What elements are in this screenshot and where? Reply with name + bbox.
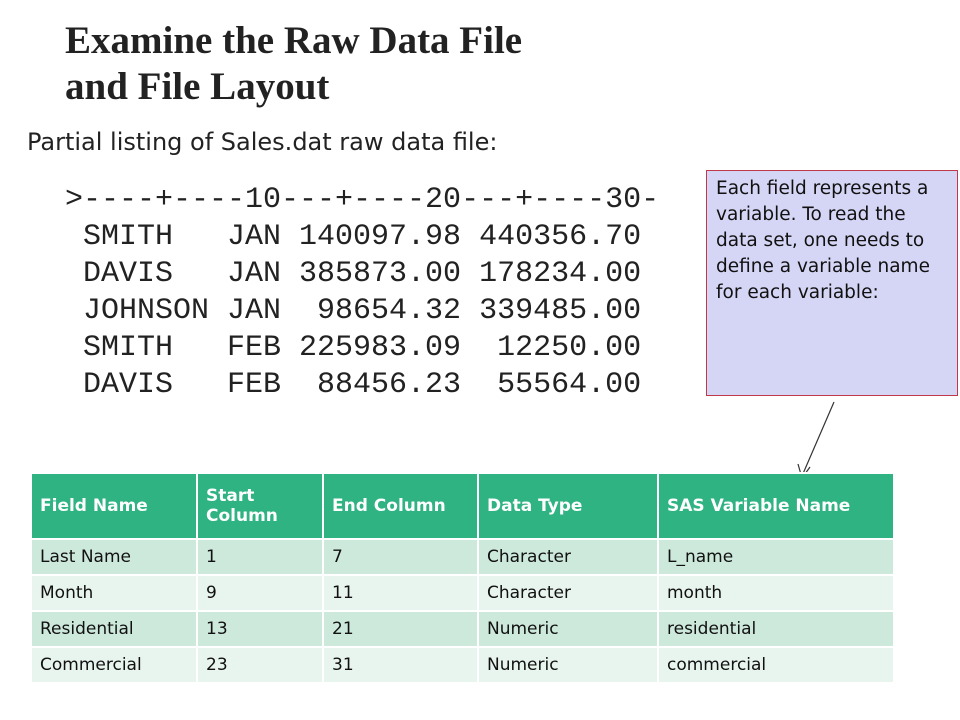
title-line: Examine the Raw Data File [65, 19, 523, 62]
table-cell: residential [657, 610, 895, 648]
listing-line: >----+----10---+----20---+----30- [65, 183, 660, 217]
table-cell: 23 [196, 646, 324, 684]
table-cell: 1 [196, 538, 324, 576]
table-cell: 31 [322, 646, 479, 684]
table-row: Last Name 1 7 Character L_name [30, 538, 895, 576]
header-cell: Field Name [30, 472, 198, 540]
listing-line: SMITH FEB 225983.09 12250.00 [65, 331, 642, 365]
callout: Each field represents a variable. To rea… [706, 170, 958, 396]
table-row: Commercial 23 31 Numeric commercial [30, 646, 895, 684]
table-cell: Commercial [30, 646, 198, 684]
table-cell: commercial [657, 646, 895, 684]
table-cell: Month [30, 574, 198, 612]
title: Examine the Raw Data File and File Layout [65, 18, 522, 110]
table-row: Month 9 11 Character month [30, 574, 895, 612]
table-cell: Residential [30, 610, 198, 648]
table-cell: 21 [322, 610, 479, 648]
listing-line: JOHNSON JAN 98654.32 339485.00 [65, 294, 642, 328]
listing-line: DAVIS FEB 88456.23 55564.00 [65, 368, 642, 402]
header-cell: Start Column [196, 472, 324, 540]
table-cell: L_name [657, 538, 895, 576]
subtitle: Partial listing of Sales.dat raw data fi… [27, 128, 498, 156]
header-cell: Data Type [477, 472, 659, 540]
table-cell: Last Name [30, 538, 198, 576]
table-cell: Character [477, 574, 659, 612]
table-cell: 13 [196, 610, 324, 648]
layout-table: Field Name Start Column End Column Data Typ… [30, 472, 895, 684]
table-cell: 9 [196, 574, 324, 612]
table-cell: Character [477, 538, 659, 576]
header-cell: SAS Variable Name [657, 472, 895, 540]
table-cell: Numeric [477, 646, 659, 684]
title-line: and File Layout [65, 65, 330, 108]
listing-line: SMITH JAN 140097.98 440356.70 [65, 220, 642, 254]
header-cell: End Column [322, 472, 479, 540]
listing-line: DAVIS JAN 385873.00 178234.00 [65, 257, 642, 291]
table-cell: Numeric [477, 610, 659, 648]
header-row: Field Name Start Column End Column Data Typ… [30, 472, 895, 540]
table-cell: 7 [322, 538, 479, 576]
table-cell: month [657, 574, 895, 612]
table-row: Residential 13 21 Numeric residential [30, 610, 895, 648]
table-cell: 11 [322, 574, 479, 612]
listing: >----+----10---+----20---+----30- SMITH … [65, 182, 659, 404]
